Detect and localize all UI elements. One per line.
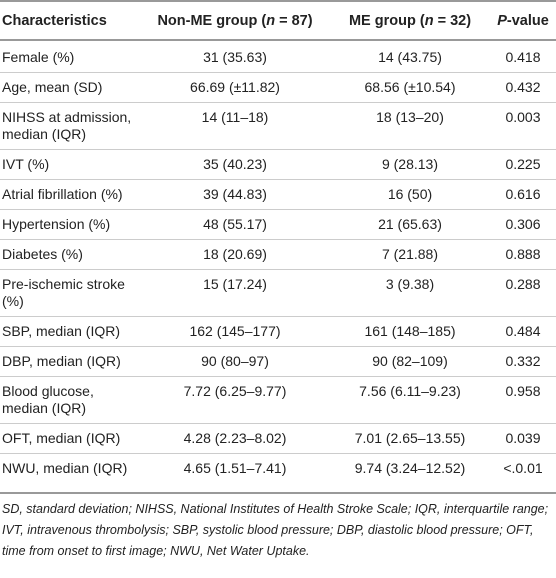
table-cell: 7.56 (6.11–9.23)	[330, 376, 490, 424]
data-table: Characteristics Non-ME group (n = 87) ME…	[0, 0, 556, 492]
table-body: Female (%) 31 (35.63) 14 (43.75) 0.418 Age, …	[0, 40, 556, 492]
header-text: = 32)	[433, 13, 472, 29]
table-cell: 14 (43.75)	[378, 49, 442, 65]
table-cell: 48 (55.17)	[140, 209, 330, 240]
header-text: Non-ME group (	[157, 13, 267, 29]
table-cell: 31 (35.63)	[203, 49, 267, 65]
table-cell: 0.958	[490, 376, 556, 424]
table-row: Blood glucose, median (IQR) 7.72 (6.25–9.…	[0, 376, 556, 424]
table-cell: 0.288	[490, 269, 556, 317]
table-cell: <.0.01	[490, 453, 556, 492]
table-cell: Atrial fibrillation (%)	[0, 179, 140, 210]
table-row: DBP, median (IQR) 90 (80–97) 90 (82–109) 0.…	[0, 346, 556, 377]
table-cell: Female (%)	[2, 49, 75, 65]
table-row: NWU, median (IQR) 4.65 (1.51–7.41) 9.74 (3…	[0, 453, 556, 492]
header-text: P	[497, 13, 507, 29]
table-cell: 4.65 (1.51–7.41)	[140, 453, 330, 492]
table-cell: 16 (50)	[330, 179, 490, 210]
table-cell: SBP, median (IQR)	[0, 316, 140, 347]
header-cell: Characteristics	[0, 1, 140, 41]
table-cell: 0.225	[490, 149, 556, 180]
table-cell: 0.003	[490, 102, 556, 150]
table-cell: Age, mean (SD)	[0, 72, 140, 103]
table-row: Diabetes (%) 18 (20.69) 7 (21.88) 0.888	[0, 239, 556, 270]
table-row: IVT (%) 35 (40.23) 9 (28.13) 0.225	[0, 149, 556, 180]
header-text: ME group (	[348, 13, 425, 29]
header-text: -value	[506, 13, 549, 29]
table-cell: 7.01 (2.65–13.55)	[330, 423, 490, 454]
table-cell: 68.56 (±10.54)	[330, 72, 490, 103]
header-text: n	[424, 13, 434, 29]
table-cell: 0.484	[490, 316, 556, 347]
table-row: Age, mean (SD) 66.69 (±11.82) 68.56 (±10.5…	[0, 72, 556, 103]
table-cell: 90 (82–109)	[330, 346, 490, 377]
header-cell: ME group (n = 32)	[330, 1, 490, 41]
table-cell: 0.418	[505, 49, 541, 65]
table-cell: 14 (11–18)	[140, 102, 330, 150]
table-cell: 18 (13–20)	[330, 102, 490, 150]
footnote: SD, standard deviation; NIHSS, National …	[0, 492, 556, 562]
table-cell: Blood glucose, median (IQR)	[0, 376, 140, 424]
table-cell: 3 (9.38)	[330, 269, 490, 317]
table-row: OFT, median (IQR) 4.28 (2.23–8.02) 7.01 (2…	[0, 423, 556, 454]
table-cell: 161 (148–185)	[330, 316, 490, 347]
header-text: = 87)	[275, 13, 313, 29]
table-cell: 4.28 (2.23–8.02)	[140, 423, 330, 454]
table-cell: 0.332	[490, 346, 556, 377]
table-cell: 9 (28.13)	[330, 149, 490, 180]
table-cell: 0.616	[490, 179, 556, 210]
header-cell: Non-ME group (n = 87)	[140, 1, 330, 41]
table-cell: OFT, median (IQR)	[0, 423, 140, 454]
table-row: Hypertension (%) 48 (55.17) 21 (65.63) 0.30…	[0, 209, 556, 240]
table-cell: 39 (44.83)	[140, 179, 330, 210]
table-cell: DBP, median (IQR)	[0, 346, 140, 377]
table-cell: 0.039	[490, 423, 556, 454]
table-cell: 35 (40.23)	[140, 149, 330, 180]
table-cell: 9.74 (3.24–12.52)	[330, 453, 490, 492]
table-cell: NIHSS at admission, median (IQR)	[0, 102, 140, 150]
table-cell: 7.72 (6.25–9.77)	[140, 376, 330, 424]
table-cell: Diabetes (%)	[0, 239, 140, 270]
table-row: Pre-ischemic stroke (%) 15 (17.24) 3 (9.38…	[0, 269, 556, 317]
table-cell: NWU, median (IQR)	[0, 453, 140, 492]
table-cell: 66.69 (±11.82)	[140, 72, 330, 103]
table-cell: 0.888	[490, 239, 556, 270]
table-cell: 15 (17.24)	[140, 269, 330, 317]
table-cell: 0.306	[490, 209, 556, 240]
table-cell: 90 (80–97)	[140, 346, 330, 377]
table-cell: 7 (21.88)	[330, 239, 490, 270]
table-row: Atrial fibrillation (%) 39 (44.83) 16 (50)…	[0, 179, 556, 210]
table-cell: Pre-ischemic stroke (%)	[0, 269, 140, 317]
table-row: SBP, median (IQR) 162 (145–177) 161 (148–1…	[0, 316, 556, 347]
table-cell: Hypertension (%)	[0, 209, 140, 240]
table-row: NIHSS at admission, median (IQR) 14 (11–1…	[0, 102, 556, 150]
table-row: Female (%) 31 (35.63) 14 (43.75) 0.418	[0, 40, 556, 73]
table-cell: 0.432	[490, 72, 556, 103]
header-row: Characteristics Non-ME group (n = 87) ME…	[0, 1, 556, 41]
header-text: Characteristics	[2, 13, 107, 29]
header-text: n	[266, 13, 276, 29]
table-cell: IVT (%)	[0, 149, 140, 180]
table-cell: 18 (20.69)	[140, 239, 330, 270]
table-cell: 21 (65.63)	[330, 209, 490, 240]
header-cell: P-value	[490, 1, 556, 41]
table-cell: 162 (145–177)	[140, 316, 330, 347]
